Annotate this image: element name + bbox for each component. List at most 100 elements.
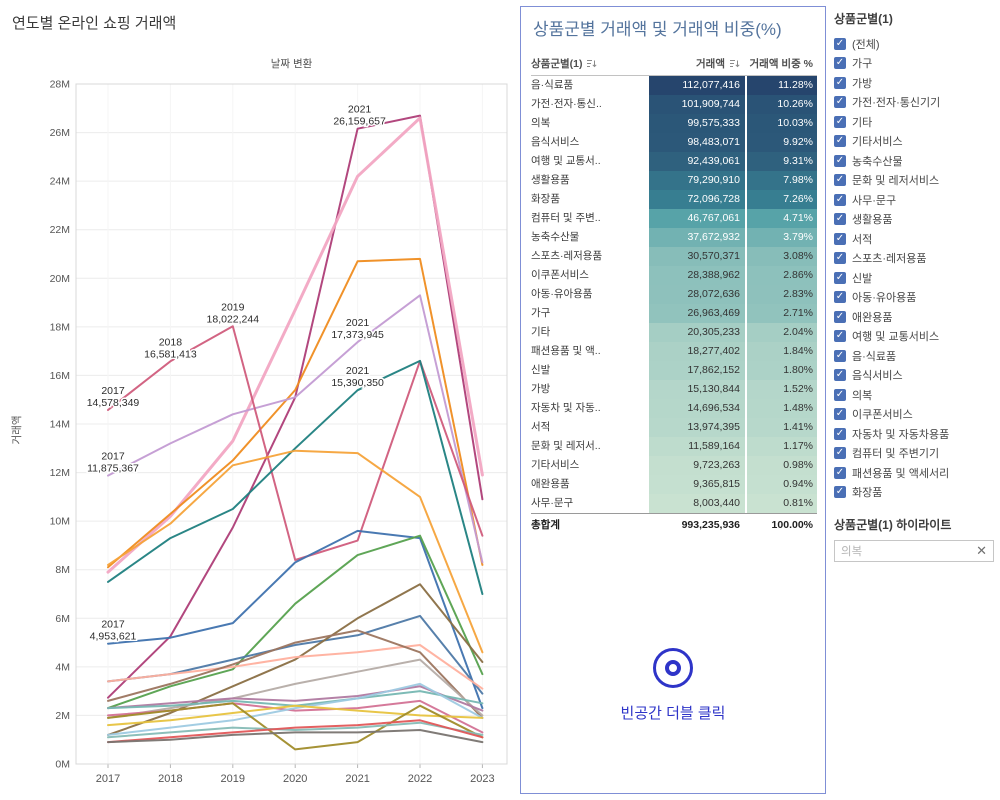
table-row[interactable]: 애완용품 9,365,815 0.94% [531, 475, 817, 495]
filter-item[interactable]: ✓ 의복 [834, 385, 994, 405]
filter-item[interactable]: ✓ 농축수산물 [834, 151, 994, 171]
filter-item[interactable]: ✓ 컴퓨터 및 주변기기 [834, 444, 994, 464]
checkbox-checked-icon[interactable]: ✓ [834, 232, 846, 245]
filter-item[interactable]: ✓ 음·식료품 [834, 346, 994, 366]
clear-icon[interactable]: ✕ [976, 543, 987, 558]
filter-item[interactable]: ✓ 가구 [834, 54, 994, 74]
column-header-value[interactable]: 거래액 [649, 56, 745, 71]
checkbox-checked-icon[interactable]: ✓ [834, 447, 846, 460]
series-line[interactable] [107, 719, 484, 744]
table-row[interactable]: 가전·전자·통신.. 101,909,744 10.26% [531, 95, 817, 115]
table-row[interactable]: 스포츠·레저용품 30,570,371 3.08% [531, 247, 817, 267]
checkbox-checked-icon[interactable]: ✓ [834, 252, 846, 265]
checkbox-checked-icon[interactable]: ✓ [834, 408, 846, 421]
checkbox-checked-icon[interactable]: ✓ [834, 76, 846, 89]
filter-item[interactable]: ✓ 기타 [834, 112, 994, 132]
filter-item[interactable]: ✓ 가방 [834, 73, 994, 93]
sort-icon[interactable] [586, 58, 598, 69]
checkbox-checked-icon[interactable]: ✓ [834, 349, 846, 362]
table-row[interactable]: 문화 및 레저서.. 11,589,164 1.17% [531, 437, 817, 457]
table-row[interactable]: 신발 17,862,152 1.80% [531, 361, 817, 381]
filter-item[interactable]: ✓ 사무·문구 [834, 190, 994, 210]
series-line[interactable] [107, 449, 484, 654]
checkbox-checked-icon[interactable]: ✓ [834, 213, 846, 226]
filter-item[interactable]: ✓ 애완용품 [834, 307, 994, 327]
table-row[interactable]: 생활용품 79,290,910 7.98% [531, 171, 817, 191]
checkbox-checked-icon[interactable]: ✓ [834, 193, 846, 206]
series-line[interactable] [106, 116, 484, 574]
series-line[interactable] [107, 702, 484, 751]
checkbox-checked-icon[interactable]: ✓ [834, 310, 846, 323]
series-line[interactable] [107, 583, 484, 736]
series-line[interactable] [107, 704, 484, 727]
checkbox-checked-icon[interactable]: ✓ [834, 154, 846, 167]
checkbox-checked-icon[interactable]: ✓ [834, 369, 846, 382]
line-chart[interactable]: 0M 2M 4M 6M 8M 10M 12M 14M 16M 18M 20M 22M 24M 26M 28M… [0, 0, 515, 800]
table-row[interactable]: 음식서비스 98,483,071 9.92% [531, 133, 817, 153]
filter-item[interactable]: ✓ 서적 [834, 229, 994, 249]
checkbox-checked-icon[interactable]: ✓ [834, 96, 846, 109]
filter-item[interactable]: ✓ 자동차 및 자동차용품 [834, 424, 994, 444]
series-line[interactable] [107, 682, 484, 736]
table-total-row[interactable]: 총합계 993,235,936 100.00% [531, 513, 817, 536]
checkbox-checked-icon[interactable]: ✓ [834, 388, 846, 401]
filter-item[interactable]: ✓ 화장품 [834, 483, 994, 503]
table-row[interactable]: 아동·유아용품 28,072,636 2.83% [531, 285, 817, 305]
filter-item[interactable]: ✓ 가전·전자·통신기기 [834, 93, 994, 113]
table-row[interactable]: 서적 13,974,395 1.41% [531, 418, 817, 438]
series-line[interactable] [107, 685, 484, 712]
checkbox-checked-icon[interactable]: ✓ [834, 291, 846, 304]
table-row[interactable]: 기타 20,305,233 2.04% [531, 323, 817, 343]
table-row[interactable]: 의복 99,575,333 10.03% [531, 114, 817, 134]
filter-item[interactable]: ✓ 이쿠폰서비스 [834, 405, 994, 425]
checkbox-checked-icon[interactable]: ✓ [834, 135, 846, 148]
checkbox-checked-icon[interactable]: ✓ [834, 115, 846, 128]
column-header-category[interactable]: 상품군별(1) [531, 56, 649, 71]
table-row[interactable]: 컴퓨터 및 주변.. 46,767,061 4.71% [531, 209, 817, 229]
checkbox-checked-icon[interactable]: ✓ [834, 174, 846, 187]
checkbox-checked-icon[interactable]: ✓ [834, 466, 846, 479]
highlight-input[interactable]: 의복 ✕ [834, 540, 994, 562]
filter-item[interactable]: ✓ 음식서비스 [834, 366, 994, 386]
series-line[interactable] [107, 721, 484, 739]
filter-item[interactable]: ✓ 아동·유아용품 [834, 288, 994, 308]
table-row[interactable]: 가구 26,963,469 2.71% [531, 304, 817, 324]
series-line[interactable] [107, 658, 484, 719]
filter-item[interactable]: ✓ 문화 및 레저서비스 [834, 171, 994, 191]
series-line[interactable] [107, 629, 484, 719]
checkbox-checked-icon[interactable]: ✓ [834, 271, 846, 284]
checkbox-checked-icon[interactable]: ✓ [834, 486, 846, 499]
table-row[interactable]: 이쿠폰서비스 28,388,962 2.86% [531, 266, 817, 286]
table-row[interactable]: 여행 및 교통서.. 92,439,061 9.31% [531, 152, 817, 172]
series-line[interactable] [107, 359, 484, 595]
row-pct: 7.26% [745, 190, 817, 210]
filter-item[interactable]: ✓ 스포츠·레저용품 [834, 249, 994, 269]
hint-block: 빈공간 더블 클릭 [521, 648, 825, 723]
table-row[interactable]: 음·식료품 112,077,416 11.28% [531, 76, 817, 96]
table-row[interactable]: 패션용품 및 액.. 18,277,402 1.84% [531, 342, 817, 362]
checkbox-checked-icon[interactable]: ✓ [834, 330, 846, 343]
table-row[interactable]: 가방 15,130,844 1.52% [531, 380, 817, 400]
series-line[interactable] [107, 534, 484, 710]
series-line[interactable] [107, 729, 484, 744]
filter-item[interactable]: ✓ (전체) [834, 34, 994, 54]
sort-icon[interactable] [729, 58, 740, 69]
checkbox-checked-icon[interactable]: ✓ [834, 57, 846, 70]
column-header-pct[interactable]: 거래액 비중 % [745, 56, 817, 71]
filter-item[interactable]: ✓ 여행 및 교통서비스 [834, 327, 994, 347]
series-line[interactable] [107, 644, 484, 690]
series-line[interactable] [107, 257, 484, 569]
table-row[interactable]: 자동차 및 자동.. 14,696,534 1.48% [531, 399, 817, 419]
table-row[interactable]: 기타서비스 9,723,263 0.98% [531, 456, 817, 476]
filter-item[interactable]: ✓ 기타서비스 [834, 132, 994, 152]
checkbox-checked-icon[interactable]: ✓ [834, 427, 846, 440]
table-row[interactable]: 화장품 72,096,728 7.26% [531, 190, 817, 210]
table-panel[interactable]: 상품군별 거래액 및 거래액 비중(%) 상품군별(1) 거래액 거래액 비중 … [520, 6, 826, 794]
filter-item[interactable]: ✓ 패션용품 및 액세서리 [834, 463, 994, 483]
table-row[interactable]: 사무·문구 8,003,440 0.81% [531, 494, 817, 514]
filter-item[interactable]: ✓ 생활용품 [834, 210, 994, 230]
table-row[interactable]: 농축수산물 37,672,932 3.79% [531, 228, 817, 248]
filter-item[interactable]: ✓ 신발 [834, 268, 994, 288]
series-line[interactable] [107, 294, 484, 564]
checkbox-checked-icon[interactable]: ✓ [834, 37, 846, 50]
